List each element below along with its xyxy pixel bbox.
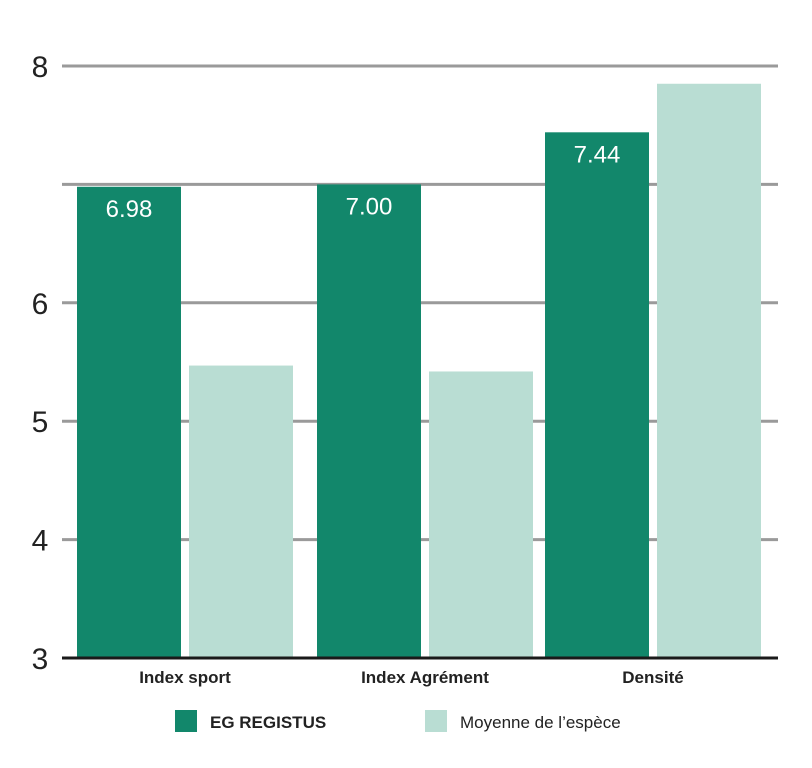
y-tick-labels: 3 4 5 6 8 (32, 51, 49, 676)
legend-label-moyenne: Moyenne de l’espèce (460, 713, 621, 732)
y-tick-5: 5 (32, 406, 49, 439)
bar-eg-registus-densite (545, 132, 649, 658)
y-tick-3: 3 (32, 643, 49, 676)
data-label-densite: 7.44 (574, 141, 621, 168)
legend-swatch-eg-registus (175, 710, 197, 732)
bar-moyenne-de-l-espece-index-agrement (429, 371, 533, 658)
data-labels: 6.98 7.00 7.44 (106, 141, 621, 222)
x-tick-labels: Index sport Index Agrément Densité (139, 668, 684, 687)
legend-swatch-moyenne (425, 710, 447, 732)
data-label-index-agrement: 7.00 (346, 193, 393, 220)
bar-moyenne-de-l-espece-densite (657, 83, 761, 658)
bar-eg-registus-index-agrement (317, 184, 421, 658)
legend-label-eg-registus: EG REGISTUS (210, 713, 326, 732)
x-tick-densite: Densité (622, 668, 683, 687)
y-tick-8: 8 (32, 51, 49, 84)
bar-eg-registus-index-sport (77, 186, 181, 658)
x-tick-index-agrement: Index Agrément (361, 668, 489, 687)
data-label-index-sport: 6.98 (106, 196, 153, 223)
bar-moyenne-de-l-espece-index-sport (189, 365, 293, 658)
y-tick-6: 6 (32, 288, 49, 321)
x-tick-index-sport: Index sport (139, 668, 231, 687)
bars (77, 83, 761, 658)
legend: EG REGISTUS Moyenne de l’espèce (175, 710, 621, 732)
y-tick-4: 4 (32, 525, 49, 558)
